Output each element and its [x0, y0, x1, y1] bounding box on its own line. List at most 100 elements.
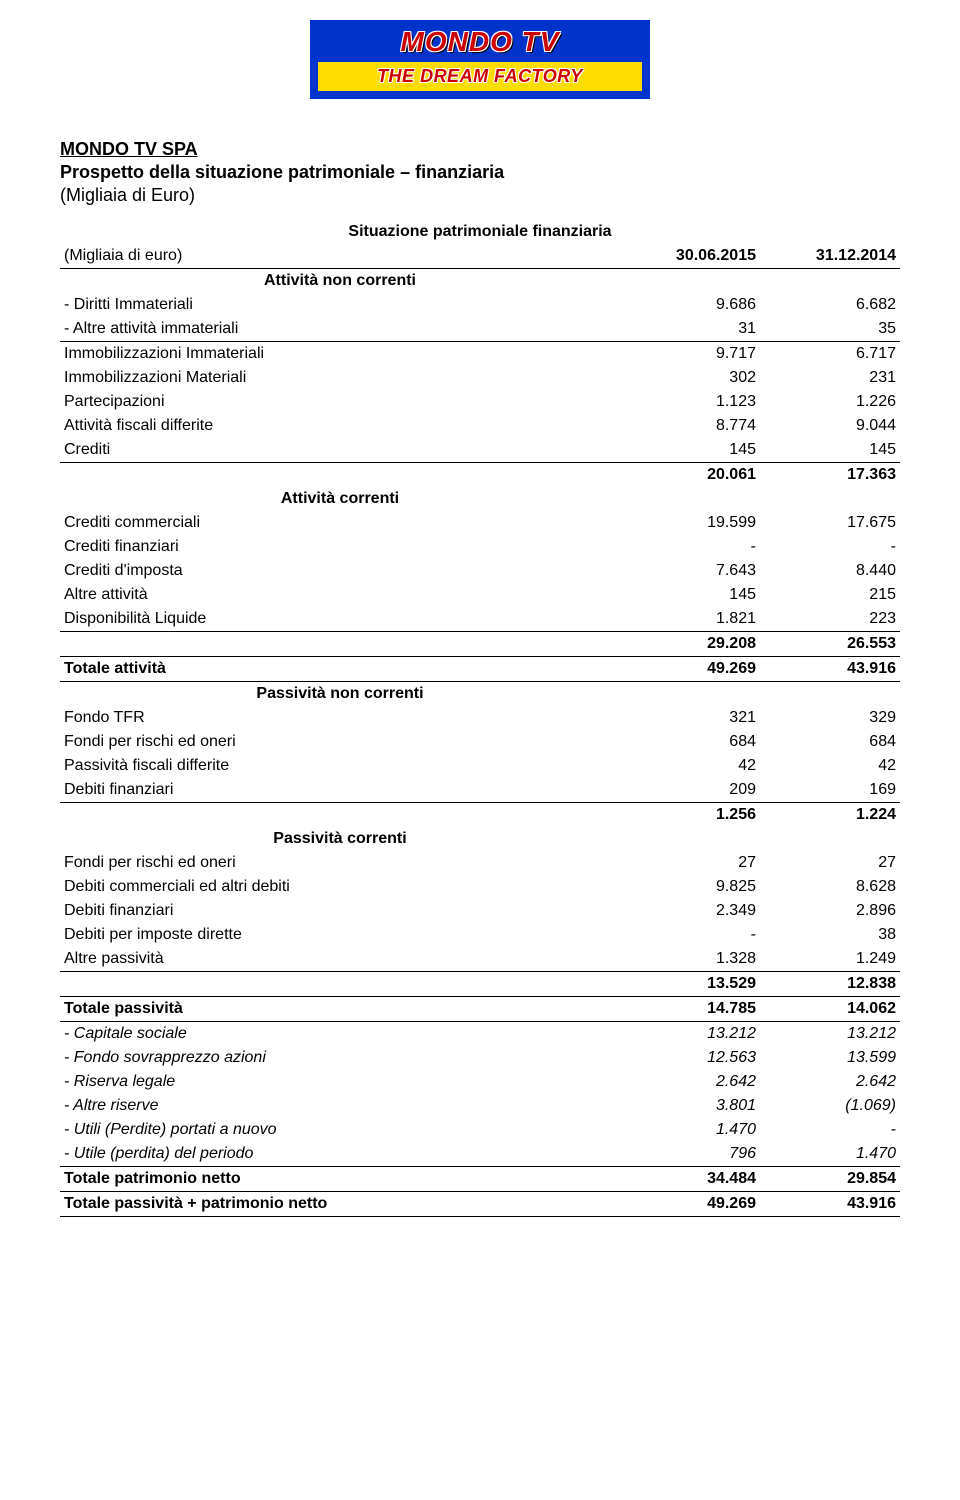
row-val: -	[620, 923, 760, 947]
row-label: Totale patrimonio netto	[60, 1167, 620, 1192]
row-val: 43.916	[760, 1192, 900, 1217]
table-row: Fondo TFR321329	[60, 706, 900, 730]
financial-statement-table: Situazione patrimoniale finanziaria (Mig…	[60, 220, 900, 1217]
table-row: Partecipazioni1.1231.226	[60, 390, 900, 414]
row-label: - Diritti Immateriali	[60, 293, 620, 317]
row-val: 302	[620, 366, 760, 390]
row-val: 2.642	[760, 1070, 900, 1094]
row-val: 1.470	[620, 1118, 760, 1142]
table-row: Debiti finanziari2.3492.896	[60, 899, 900, 923]
table-row: Debiti finanziari209169	[60, 778, 900, 803]
row-label: Totale attività	[60, 657, 620, 682]
row-val: 1.224	[760, 803, 900, 828]
section-header: Passività non correnti	[60, 682, 900, 707]
logo-brand: MONDO TV	[318, 28, 642, 56]
subtotal-row: 13.52912.838	[60, 972, 900, 997]
subtotal-row: 29.20826.553	[60, 632, 900, 657]
row-val: 49.269	[620, 1192, 760, 1217]
row-val: 12.563	[620, 1046, 760, 1070]
row-label: Fondo TFR	[60, 706, 620, 730]
document-page: MONDO TV THE DREAM FACTORY MONDO TV SPA …	[0, 0, 960, 1257]
row-val: 9.717	[620, 342, 760, 367]
row-val: 29.854	[760, 1167, 900, 1192]
row-val: -	[760, 535, 900, 559]
row-val: 13.599	[760, 1046, 900, 1070]
row-val: 145	[620, 583, 760, 607]
doc-units: (Migliaia di Euro)	[60, 185, 900, 206]
row-val: 42	[620, 754, 760, 778]
row-val: 1.328	[620, 947, 760, 972]
row-val: 42	[760, 754, 900, 778]
row-label: Disponibilità Liquide	[60, 607, 620, 632]
row-val: 14.785	[620, 997, 760, 1022]
row-val: 38	[760, 923, 900, 947]
row-val: 12.838	[760, 972, 900, 997]
subtotal-row: 20.06117.363	[60, 463, 900, 488]
row-val: 9.825	[620, 875, 760, 899]
table-row: Immobilizzazioni Immateriali9.7176.717	[60, 342, 900, 367]
row-label: Crediti commerciali	[60, 511, 620, 535]
row-val: 8.774	[620, 414, 760, 438]
table-row: Altre attività145215	[60, 583, 900, 607]
row-val: 27	[760, 851, 900, 875]
row-val: 2.896	[760, 899, 900, 923]
company-logo: MONDO TV THE DREAM FACTORY	[310, 20, 650, 99]
total-row: Totale patrimonio netto34.48429.854	[60, 1167, 900, 1192]
row-label: Debiti per imposte dirette	[60, 923, 620, 947]
row-label: - Capitale sociale	[60, 1022, 620, 1047]
table-row: - Capitale sociale13.21213.212	[60, 1022, 900, 1047]
row-val: 17.675	[760, 511, 900, 535]
table-row: - Altre riserve3.801(1.069)	[60, 1094, 900, 1118]
row-val: 13.212	[760, 1022, 900, 1047]
row-val: 9.686	[620, 293, 760, 317]
section-ac: Attività correnti	[60, 487, 620, 511]
row-label: Partecipazioni	[60, 390, 620, 414]
col-date-2: 31.12.2014	[760, 244, 900, 269]
row-label: Totale passività + patrimonio netto	[60, 1192, 620, 1217]
row-label	[60, 463, 620, 488]
col-date-1: 30.06.2015	[620, 244, 760, 269]
row-label: Debiti finanziari	[60, 778, 620, 803]
row-label	[60, 972, 620, 997]
row-label: Crediti	[60, 438, 620, 463]
table-row: Altre passività1.3281.249	[60, 947, 900, 972]
table-row: - Diritti Immateriali9.6866.682	[60, 293, 900, 317]
row-val: -	[620, 535, 760, 559]
row-val: 1.821	[620, 607, 760, 632]
total-row: Totale attività49.26943.916	[60, 657, 900, 682]
row-label: Totale passività	[60, 997, 620, 1022]
row-label: Crediti d'imposta	[60, 559, 620, 583]
row-val: 1.256	[620, 803, 760, 828]
table-row: Fondi per rischi ed oneri2727	[60, 851, 900, 875]
row-val: -	[760, 1118, 900, 1142]
table-row: Disponibilità Liquide1.821223	[60, 607, 900, 632]
row-label: Fondi per rischi ed oneri	[60, 730, 620, 754]
logo-container: MONDO TV THE DREAM FACTORY	[60, 20, 900, 99]
doc-subtitle: Prospetto della situazione patrimoniale …	[60, 162, 900, 183]
row-val: 26.553	[760, 632, 900, 657]
row-val: 231	[760, 366, 900, 390]
row-label	[60, 803, 620, 828]
row-val: 14.062	[760, 997, 900, 1022]
row-val: 34.484	[620, 1167, 760, 1192]
table-row: - Utile (perdita) del periodo7961.470	[60, 1142, 900, 1167]
row-val: 329	[760, 706, 900, 730]
row-label: - Altre attività immateriali	[60, 317, 620, 342]
row-val: 1.226	[760, 390, 900, 414]
row-label: Fondi per rischi ed oneri	[60, 851, 620, 875]
row-val: 49.269	[620, 657, 760, 682]
row-label: Attività fiscali differite	[60, 414, 620, 438]
table-row: Immobilizzazioni Materiali302231	[60, 366, 900, 390]
logo-tagline: THE DREAM FACTORY	[318, 62, 642, 91]
row-val: 6.717	[760, 342, 900, 367]
section-header: Attività correnti	[60, 487, 900, 511]
table-row: Crediti commerciali19.59917.675	[60, 511, 900, 535]
row-val: 19.599	[620, 511, 760, 535]
row-val: 13.529	[620, 972, 760, 997]
row-val: 6.682	[760, 293, 900, 317]
row-val: 1.123	[620, 390, 760, 414]
row-val: 684	[620, 730, 760, 754]
row-val: 31	[620, 317, 760, 342]
table-row: Attività fiscali differite8.7749.044	[60, 414, 900, 438]
subtotal-row: 1.2561.224	[60, 803, 900, 828]
